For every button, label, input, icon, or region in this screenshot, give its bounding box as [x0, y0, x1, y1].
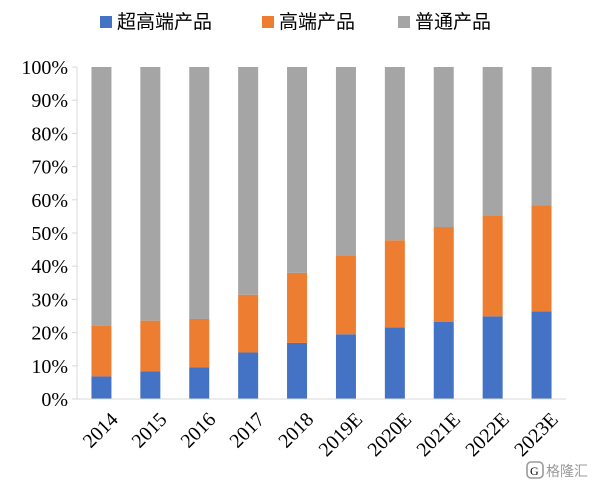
- bar-segment-2014-series-2: [91, 325, 112, 377]
- y-tick-label: 20%: [31, 323, 68, 345]
- y-tick-label: 100%: [21, 57, 68, 79]
- y-tick-label: 50%: [31, 223, 68, 245]
- bar-segment-2017-series-3: [238, 67, 259, 295]
- bar-segment-2017-series-2: [238, 294, 259, 353]
- bar-segment-2017-series-1: [238, 352, 259, 399]
- x-tick-label: 2017: [225, 409, 269, 453]
- bar-segment-2019E-series-1: [335, 334, 356, 399]
- legend-swatch-1: [100, 16, 112, 28]
- bar-segment-2015-series-3: [140, 67, 161, 321]
- legend-label-1: 超高端产品: [117, 11, 212, 33]
- y-tick-label: 0%: [41, 389, 68, 411]
- y-tick-label: 60%: [31, 190, 68, 212]
- x-tick-label: 2018: [274, 409, 318, 453]
- legend-swatch-2: [262, 16, 274, 28]
- bar-segment-2014-series-1: [91, 376, 112, 399]
- bar-segment-2021E-series-3: [433, 67, 454, 228]
- legend-label-2: 高端产品: [279, 11, 355, 33]
- legend-label-3: 普通产品: [415, 11, 491, 33]
- x-tick-label: 2022E: [461, 409, 513, 461]
- bar-segment-2020E-series-1: [384, 327, 405, 399]
- legend-swatch-3: [398, 16, 410, 28]
- bar-segment-2023E-series-3: [531, 67, 552, 206]
- bars: [91, 67, 552, 399]
- y-tick-label: 90%: [31, 90, 68, 112]
- gelonghui-logo-icon: G: [526, 461, 544, 479]
- bar-segment-2015-series-1: [140, 371, 161, 399]
- x-axis: 2014 2015 2016 2017 20182019E2020E2021E2022E…: [77, 398, 566, 461]
- y-axis: 0% 10% 20% 30% 40% 50% 60% 70% 80% 90% 100%: [21, 57, 78, 411]
- watermark-text: 格隆汇: [546, 464, 588, 480]
- x-tick-label: 2016: [177, 409, 221, 453]
- watermark: G 格隆汇: [526, 461, 588, 480]
- bar-segment-2019E-series-3: [335, 67, 356, 256]
- bar-segment-2018-series-1: [287, 342, 308, 399]
- bar-segment-2021E-series-1: [433, 321, 454, 399]
- bar-segment-2018-series-2: [287, 272, 308, 343]
- bar-segment-2016-series-2: [189, 318, 210, 368]
- bar-segment-2023E-series-1: [531, 311, 552, 399]
- y-tick-label: 10%: [31, 356, 68, 378]
- x-tick-label: 2015: [128, 409, 172, 453]
- x-tick-label: 2023E: [510, 409, 562, 461]
- y-tick-label: 40%: [31, 256, 68, 278]
- bar-segment-2022E-series-3: [482, 67, 503, 216]
- bar-segment-2016-series-3: [189, 67, 210, 319]
- bar-segment-2023E-series-2: [531, 205, 552, 312]
- bar-segment-2022E-series-1: [482, 316, 503, 399]
- y-tick-label: 70%: [31, 157, 68, 179]
- x-tick-label: 2021E: [412, 409, 464, 461]
- bar-segment-2015-series-2: [140, 320, 161, 372]
- bar-segment-2021E-series-2: [433, 227, 454, 322]
- bar-segment-2020E-series-2: [384, 240, 405, 328]
- bar-segment-2014-series-3: [91, 67, 112, 326]
- legend: 超高端产品 高端产品 普通产品: [100, 11, 491, 33]
- x-tick-label: 2019E: [315, 409, 367, 461]
- bar-segment-2020E-series-3: [384, 67, 405, 241]
- x-tick-label: 2014: [79, 409, 123, 453]
- x-tick-label: 2020E: [364, 409, 416, 461]
- y-tick-label: 30%: [31, 289, 68, 311]
- bar-segment-2018-series-3: [287, 67, 308, 273]
- y-tick-label: 80%: [31, 123, 68, 145]
- bar-segment-2019E-series-2: [335, 255, 356, 335]
- bar-segment-2022E-series-2: [482, 215, 503, 317]
- svg-text:G: G: [530, 464, 539, 478]
- bar-segment-2016-series-1: [189, 367, 210, 399]
